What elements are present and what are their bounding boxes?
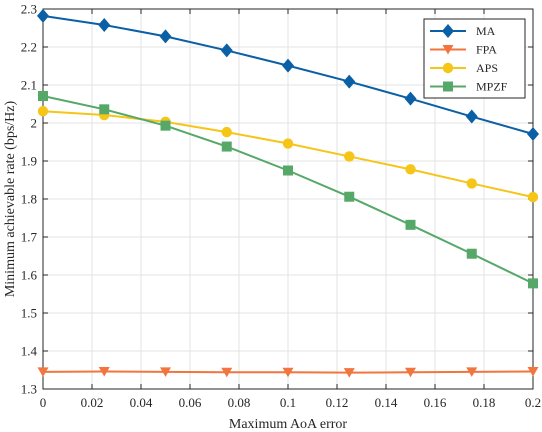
- data-point-fpa: [343, 368, 355, 378]
- legend-marker-fpa: [442, 45, 454, 55]
- data-point-fpa: [405, 367, 416, 378]
- y-tick-label: 1.7: [21, 230, 38, 245]
- data-point-mpzf: [405, 219, 416, 230]
- y-tick-label: 2.3: [21, 2, 37, 17]
- y-axis-label: Minimum achievable rate (bps/Hz): [3, 101, 18, 298]
- data-point-mpzf: [283, 165, 293, 176]
- data-point-ma: [343, 74, 356, 89]
- x-tick-label: 0.2: [525, 395, 541, 410]
- legend-label-mpzf: MPZF: [476, 80, 508, 94]
- series-ma: [37, 8, 539, 142]
- data-point-ma: [465, 109, 478, 124]
- data-point-fpa: [282, 367, 294, 378]
- data-point-ma: [527, 127, 539, 142]
- legend-label-ma: MA: [476, 24, 496, 38]
- data-point-fpa: [221, 367, 233, 378]
- data-point-ma: [98, 17, 111, 32]
- axis-ticks: 0 0.02 0.04 0.06 0.08 0.1 0.12 0.14 0.16 0.18 0.2 1…: [21, 2, 541, 411]
- data-point-aps: [344, 151, 355, 162]
- data-point-ma: [220, 43, 233, 58]
- x-tick-label: 0.04: [130, 395, 153, 410]
- data-point-ma: [404, 91, 417, 106]
- legend-label-fpa: FPA: [476, 43, 497, 57]
- x-tick-label: 0.18: [473, 395, 496, 410]
- y-tick-label: 1.6: [21, 268, 38, 283]
- data-point-aps: [221, 126, 232, 138]
- data-point-fpa: [37, 367, 49, 377]
- legend-label-aps: APS: [476, 61, 498, 75]
- x-axis-label: Maximum AoA error: [229, 417, 348, 432]
- data-point-fpa: [160, 367, 171, 377]
- legend-box: [423, 18, 526, 99]
- data-point-ma: [37, 8, 49, 23]
- series-layer: [37, 8, 539, 378]
- x-tick-label: 0.08: [228, 395, 251, 410]
- data-point-ma: [282, 58, 294, 73]
- data-point-aps: [466, 178, 477, 189]
- data-point-aps: [527, 191, 539, 203]
- x-tick-label: 0: [40, 395, 47, 410]
- series-fpa: [37, 367, 539, 378]
- series-mpzf: [38, 91, 538, 289]
- data-point-mpzf: [528, 278, 538, 289]
- data-point-mpzf: [221, 141, 232, 152]
- y-tick-label: 1.9: [21, 154, 37, 169]
- x-tick-label: 0.06: [179, 395, 202, 410]
- x-tick-label: 0.12: [326, 395, 349, 410]
- x-tick-label: 0.14: [375, 395, 398, 410]
- data-point-aps: [405, 164, 416, 175]
- y-tick-label: 2.1: [21, 78, 37, 93]
- data-point-mpzf: [344, 191, 355, 202]
- y-tick-label: 1.3: [21, 382, 37, 397]
- data-point-mpzf: [38, 91, 48, 102]
- x-tick-label: 0.02: [81, 395, 104, 410]
- legend-marker-aps: [442, 62, 454, 74]
- data-point-mpzf: [466, 248, 477, 259]
- y-tick-label: 1.8: [21, 192, 37, 207]
- data-point-aps: [37, 106, 49, 117]
- legend-marker-ma: [442, 24, 454, 38]
- y-tick-label: 1.4: [21, 344, 38, 359]
- data-point-mpzf: [99, 104, 110, 115]
- data-point-fpa: [527, 367, 539, 377]
- y-tick-label: 2: [31, 116, 38, 131]
- y-tick-label: 2.2: [21, 40, 37, 55]
- data-point-mpzf: [160, 120, 171, 131]
- legend: MA FPA APS MPZF: [423, 18, 526, 99]
- x-tick-label: 0.1: [280, 395, 296, 410]
- data-point-fpa: [466, 367, 478, 377]
- x-tick-label: 0.16: [424, 395, 447, 410]
- series-aps: [37, 106, 539, 203]
- data-point-fpa: [98, 367, 110, 377]
- data-point-ma: [159, 29, 172, 44]
- y-tick-label: 1.5: [21, 306, 37, 321]
- data-point-aps: [282, 138, 294, 149]
- legend-marker-mpzf: [443, 81, 453, 92]
